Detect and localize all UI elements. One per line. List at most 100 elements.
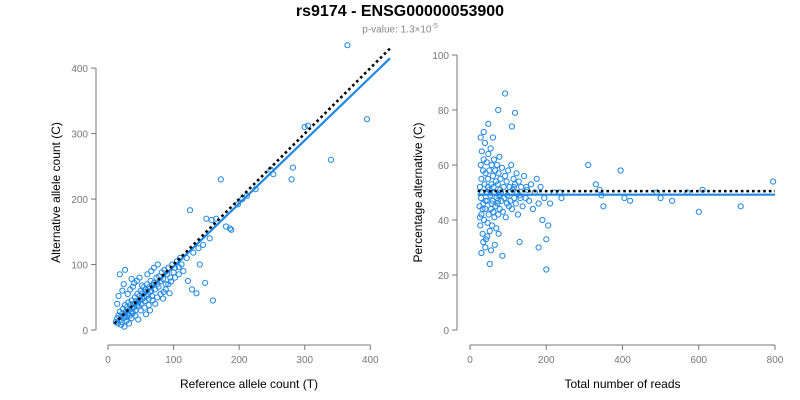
data-point — [522, 194, 529, 202]
data-point — [508, 205, 515, 213]
x-tick-label: 300 — [296, 355, 313, 366]
x-tick-label: 600 — [690, 355, 707, 366]
data-point — [120, 281, 127, 288]
data-point — [481, 139, 488, 147]
data-point — [490, 208, 497, 215]
x-axis-title-1: Reference allele count (T) — [180, 377, 318, 391]
data-point — [524, 186, 531, 193]
data-point — [489, 134, 496, 141]
data-point — [122, 266, 129, 273]
data-point — [188, 286, 195, 293]
data-point — [184, 277, 192, 284]
data-point — [695, 208, 702, 215]
data-point — [533, 175, 540, 182]
data-point — [134, 290, 141, 298]
data-point — [142, 311, 150, 318]
y-tick-label: 100 — [432, 51, 449, 62]
subtitle-exponent: -5 — [431, 23, 438, 30]
data-point — [537, 183, 544, 191]
data-point — [289, 164, 296, 171]
data-point — [301, 123, 308, 131]
data-point — [511, 194, 518, 202]
data-point — [485, 211, 492, 218]
data-point — [209, 297, 216, 304]
data-point — [121, 323, 128, 330]
data-point — [488, 200, 495, 207]
data-point — [150, 264, 157, 271]
data-point — [175, 271, 182, 278]
data-point — [304, 122, 312, 129]
reference-line-1 — [113, 47, 391, 325]
data-point — [499, 208, 506, 215]
data-point — [497, 175, 504, 182]
data-point — [494, 197, 501, 204]
data-point — [499, 252, 506, 259]
data-point — [491, 241, 498, 248]
data-point — [498, 164, 506, 171]
data-point — [508, 123, 515, 130]
data-point — [657, 194, 664, 202]
data-point — [487, 247, 495, 254]
x-axis-title-2: Total number of reads — [564, 377, 680, 391]
data-point — [162, 286, 169, 293]
data-point — [558, 194, 565, 202]
data-point — [511, 109, 519, 116]
data-point — [621, 194, 628, 202]
data-point — [476, 214, 483, 221]
data-point — [484, 219, 491, 226]
data-point — [617, 167, 624, 174]
data-point — [488, 161, 495, 169]
data-point — [486, 167, 493, 174]
data-point — [545, 222, 552, 229]
data-point — [518, 183, 525, 191]
data-point — [482, 197, 489, 204]
y-tick-label: 200 — [71, 195, 88, 206]
data-point — [505, 167, 512, 174]
y-tick-label: 20 — [438, 271, 450, 282]
data-point — [193, 290, 200, 297]
data-point — [539, 216, 546, 224]
data-point — [344, 42, 351, 49]
data-point — [129, 283, 136, 290]
data-point — [166, 290, 173, 297]
data-point — [196, 261, 203, 268]
chart-title: rs9174 - ENSG00000053900 — [295, 3, 505, 20]
data-point — [119, 287, 126, 294]
data-point — [116, 271, 123, 278]
data-point — [478, 148, 485, 155]
data-point — [136, 274, 143, 281]
data-point — [486, 227, 493, 235]
data-point — [737, 203, 744, 210]
data-point — [514, 211, 522, 218]
data-point — [492, 167, 499, 174]
data-point — [152, 300, 159, 307]
data-point — [494, 161, 501, 169]
data-point — [519, 203, 526, 210]
data-point — [477, 222, 484, 229]
data-point — [154, 261, 161, 268]
x-tick-label: 400 — [614, 355, 631, 366]
data-point — [489, 222, 496, 229]
data-point — [627, 197, 634, 204]
data-point — [115, 292, 122, 300]
data-point — [482, 244, 489, 251]
data-point — [243, 192, 251, 199]
y-tick-label: 60 — [438, 161, 450, 172]
data-point — [178, 261, 185, 268]
data-point — [669, 197, 676, 204]
data-point — [592, 181, 599, 188]
x-tick-label: 400 — [362, 355, 379, 366]
data-point — [226, 225, 234, 232]
data-point — [484, 175, 491, 182]
subtitle-prefix: p-value: 1.3×10 — [362, 24, 432, 36]
data-point — [486, 260, 493, 268]
data-point — [503, 178, 510, 185]
data-point — [500, 183, 507, 191]
data-point — [543, 236, 550, 243]
data-point — [541, 194, 548, 202]
y-tick-label: 300 — [71, 130, 88, 141]
data-point — [513, 170, 520, 177]
data-point — [503, 200, 511, 207]
data-point — [160, 295, 167, 302]
x-tick-label: 100 — [165, 355, 182, 366]
